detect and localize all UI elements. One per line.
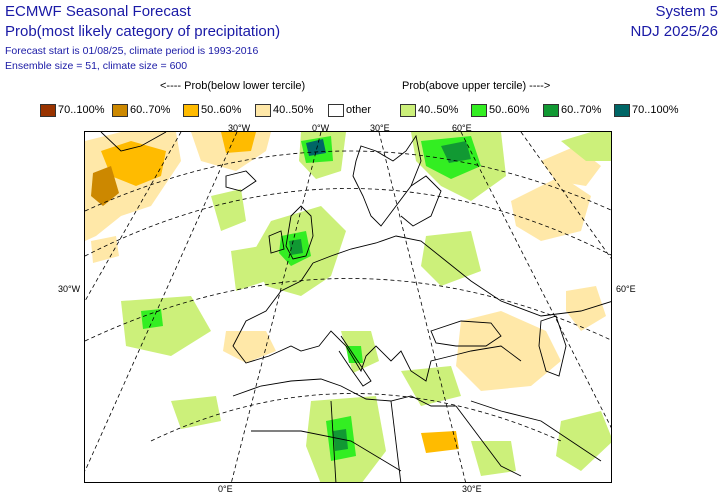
legend-label: other: [346, 104, 372, 116]
coastlines: [100, 132, 611, 482]
legend-item: 60..70%: [112, 101, 170, 119]
forecast-map: [84, 131, 612, 483]
legend-swatch: [400, 103, 416, 117]
legend-swatch: [183, 103, 199, 117]
legend-above-heading: Prob(above upper tercile) ---->: [402, 80, 551, 92]
legend-item: 50..60%: [471, 101, 529, 119]
legend-label: 70..100%: [632, 104, 679, 116]
lon-label-bottom: 0°E: [218, 484, 233, 494]
legend-item: 50..60%: [183, 101, 241, 119]
legend-swatch: [543, 103, 559, 117]
legend-swatch: [255, 103, 271, 117]
lon-label-top: 30°E: [370, 123, 390, 133]
legend-label: 40..50%: [273, 104, 314, 116]
legend-swatch: [40, 103, 56, 117]
legend-swatch: [328, 103, 344, 117]
legend-label: 50..60%: [489, 104, 530, 116]
legend-swatch: [614, 103, 630, 117]
legend-item: 70..100%: [40, 101, 104, 119]
legend-item: 70..100%: [614, 101, 678, 119]
legend-item: other: [328, 101, 371, 119]
legend-swatch: [112, 103, 128, 117]
lon-label-top: 30°W: [228, 123, 251, 133]
map-canvas: [85, 132, 611, 482]
legend-label: 60..70%: [561, 104, 602, 116]
legend-label: 40..50%: [418, 104, 459, 116]
system-label: System 5: [655, 3, 718, 20]
forecast-start-info: Forecast start is 01/08/25, climate peri…: [5, 45, 259, 57]
lon-label-left: 30°W: [58, 284, 81, 294]
legend-item: 60..70%: [543, 101, 601, 119]
legend-item: 40..50%: [255, 101, 313, 119]
forecast-subtitle: Prob(most likely category of precipitati…: [5, 23, 281, 40]
lon-label-top: 0°W: [312, 123, 330, 133]
legend-label: 50..60%: [201, 104, 242, 116]
lon-label-top: 60°E: [452, 123, 472, 133]
legend-below-heading: <---- Prob(below lower tercile): [160, 80, 306, 92]
forecast-title: ECMWF Seasonal Forecast: [5, 3, 191, 20]
lon-label-right: 60°E: [616, 284, 636, 294]
ensemble-info: Ensemble size = 51, climate size = 600: [5, 60, 188, 72]
lon-label-bottom: 30°E: [462, 484, 482, 494]
legend-swatch: [471, 103, 487, 117]
precip-shading: [85, 132, 611, 482]
legend-item: 40..50%: [400, 101, 458, 119]
legend-label: 60..70%: [130, 104, 171, 116]
legend-label: 70..100%: [58, 104, 105, 116]
period-label: NDJ 2025/26: [630, 23, 718, 40]
graticule: [85, 132, 611, 482]
